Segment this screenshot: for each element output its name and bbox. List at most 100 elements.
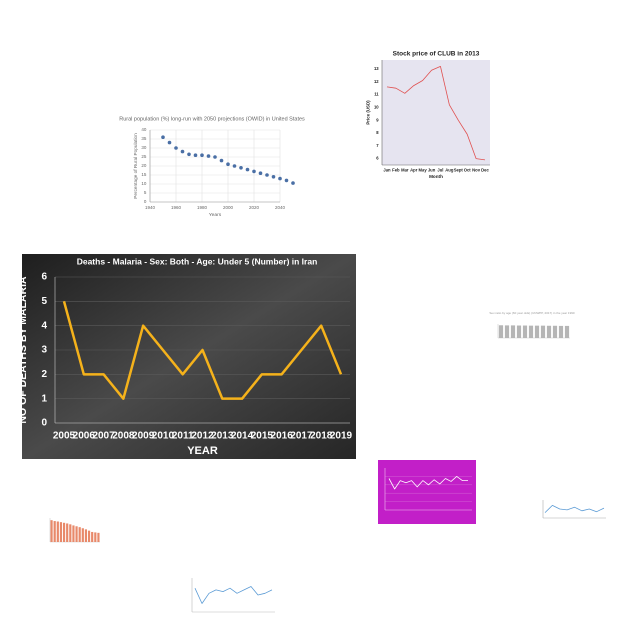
- x-tick-label: 2017: [290, 431, 313, 442]
- point: [161, 135, 165, 139]
- bar: [97, 532, 100, 542]
- chart-title: Stock price of CLUB in 2013: [393, 51, 480, 58]
- x-tick-label: Oct: [464, 168, 472, 173]
- chart-background: [22, 254, 356, 459]
- bar: [53, 521, 56, 542]
- y-axis-label: Percentage of Rural Population: [133, 133, 139, 199]
- y-tick-label: 4: [41, 320, 47, 331]
- y-tick-label: 2: [41, 369, 47, 380]
- x-tick-label: 1980: [197, 205, 208, 210]
- x-tick-label: 1960: [171, 205, 182, 210]
- plot-background: [382, 60, 490, 165]
- y-tick-label: 10: [141, 181, 147, 186]
- x-tick-label: Feb: [392, 168, 400, 173]
- line: [388, 476, 468, 490]
- x-tick-label: 1940: [145, 205, 156, 210]
- point: [167, 140, 172, 145]
- bar: [498, 325, 504, 338]
- x-axis-label: Month: [429, 174, 443, 179]
- y-tick-label: 40: [141, 127, 147, 132]
- bar: [558, 325, 564, 338]
- bar: [516, 325, 522, 338]
- y-tick-label: 12: [374, 79, 379, 84]
- chart-title: Sex ratio by age (60 year olds) (UNWPP, …: [489, 311, 574, 315]
- y-tick-label: 15: [141, 172, 147, 177]
- x-tick-label: Sept: [454, 168, 464, 173]
- bar: [552, 325, 558, 338]
- bar: [504, 325, 510, 338]
- y-tick-label: 3: [41, 345, 47, 356]
- x-tick-label: Jun: [428, 168, 436, 173]
- point: [278, 176, 282, 181]
- x-tick-label: 2009: [132, 431, 155, 442]
- y-axis-label: Price (USD): [366, 100, 371, 125]
- bar: [94, 532, 97, 542]
- point: [193, 153, 198, 157]
- y-tick-label: 1: [41, 393, 47, 404]
- y-tick-label: 30: [141, 145, 147, 150]
- x-tick-label: 2013: [211, 431, 234, 442]
- line: [62, 301, 343, 400]
- point: [187, 152, 191, 157]
- bar: [62, 522, 66, 542]
- x-tick-label: 2012: [191, 431, 214, 442]
- x-tick-label: 2018: [310, 431, 333, 442]
- bar: [72, 525, 75, 542]
- x-tick-label: 2014: [231, 431, 254, 442]
- x-tick-label: Apr: [410, 168, 418, 173]
- point: [258, 171, 263, 175]
- y-tick-label: 0: [144, 199, 147, 204]
- x-tick-label: Aug: [445, 168, 454, 173]
- point: [291, 181, 295, 185]
- bar: [528, 325, 534, 338]
- x-tick-label: Jul: [437, 168, 443, 173]
- y-axis-label: NO OF DEATHS BY MALARIA: [17, 276, 29, 424]
- bar: [56, 521, 59, 542]
- x-tick-label: May: [419, 168, 428, 173]
- bar: [78, 527, 81, 542]
- y-tick-label: 0: [41, 418, 47, 429]
- x-axis-label: Years: [209, 212, 222, 218]
- point: [271, 175, 276, 179]
- bar: [534, 325, 540, 338]
- bar: [66, 523, 69, 542]
- x-tick-label: 2008: [112, 431, 135, 442]
- y-tick-label: 20: [141, 163, 147, 168]
- y-tick-label: 35: [141, 136, 147, 141]
- x-tick-label: Mar: [401, 168, 409, 173]
- point: [180, 149, 185, 154]
- bar: [510, 325, 516, 338]
- point: [284, 178, 289, 183]
- y-tick-label: 6: [41, 272, 47, 283]
- x-tick-label: 2010: [152, 431, 175, 442]
- bar: [84, 529, 88, 542]
- y-tick-label: 13: [374, 66, 379, 71]
- bar: [522, 325, 528, 338]
- x-tick-label: 2016: [271, 431, 294, 442]
- x-tick-label: 2020: [249, 205, 260, 210]
- bar: [91, 531, 94, 542]
- y-tick-label: 5: [144, 190, 147, 195]
- bar: [540, 325, 546, 338]
- x-tick-label: 2011: [172, 431, 194, 442]
- chart-title: Deaths - Malaria - Sex: Both - Age: Unde…: [77, 256, 318, 266]
- y-tick-label: 8: [376, 130, 379, 135]
- chart-background: [378, 460, 476, 524]
- point: [206, 154, 211, 158]
- point: [226, 162, 230, 166]
- point: [219, 158, 224, 163]
- point: [252, 169, 256, 174]
- bar: [81, 528, 84, 542]
- line: [544, 505, 605, 513]
- bar: [564, 325, 570, 338]
- x-tick-label: Dec: [481, 168, 489, 173]
- y-tick-label: 9: [376, 117, 379, 122]
- y-tick-label: 6: [376, 156, 379, 161]
- x-axis-label: YEAR: [187, 445, 218, 457]
- x-tick-label: 2040: [275, 205, 286, 210]
- bar: [69, 524, 72, 542]
- bar: [87, 530, 91, 542]
- line: [386, 66, 486, 161]
- bar: [50, 520, 53, 542]
